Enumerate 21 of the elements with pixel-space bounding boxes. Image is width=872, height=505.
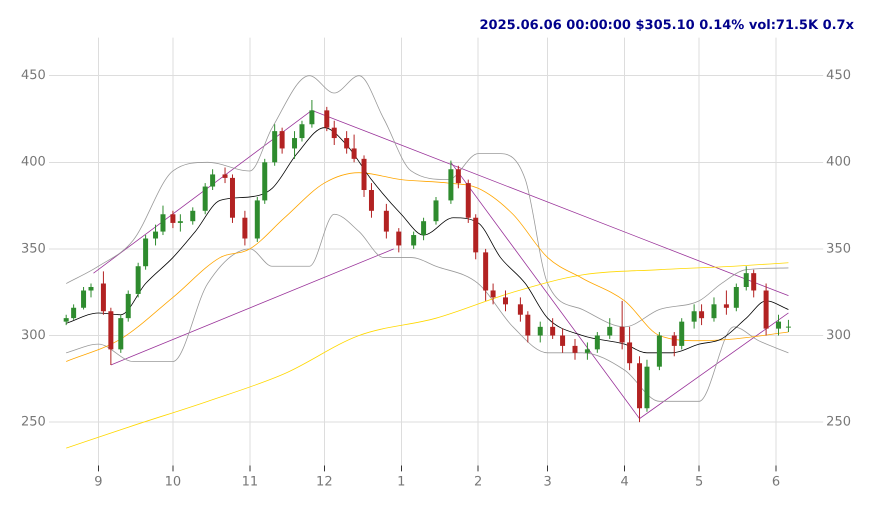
x-tick-label: 11 — [242, 474, 258, 490]
y2-tick-label: 350 — [826, 241, 852, 256]
x-tick-label: 10 — [164, 474, 182, 490]
y2-tick-label: 300 — [826, 328, 852, 343]
chart-title: 2025.06.06 00:00:00 $305.10 0.14% vol:71.5K 0.7x — [480, 18, 855, 34]
y-tick-label: 250 — [20, 414, 46, 430]
x-tick-label: 4 — [620, 474, 629, 490]
x-tick-label: 2 — [474, 474, 482, 490]
y-tick-label: 450 — [20, 68, 46, 84]
y-tick-label: 300 — [20, 328, 46, 343]
x-tick-label: 9 — [94, 474, 103, 490]
y2-tick-label: 250 — [826, 414, 852, 430]
x-tick-label: 3 — [544, 474, 552, 490]
x-tick-label: 5 — [694, 474, 704, 490]
x-tick-label: 1 — [397, 474, 406, 490]
y2-tick-label: 400 — [826, 154, 852, 170]
x-tick-label: 12 — [316, 474, 333, 490]
y-tick-label: 350 — [20, 241, 46, 256]
y2-tick-label: 450 — [826, 68, 852, 84]
x-tick-label: 6 — [772, 474, 780, 490]
y-tick-label: 400 — [20, 154, 46, 170]
